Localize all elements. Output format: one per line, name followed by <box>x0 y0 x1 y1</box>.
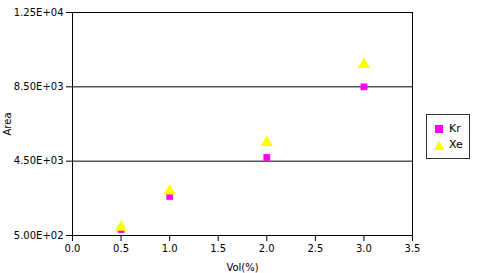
svg-text:8.50E+03: 8.50E+03 <box>14 81 64 92</box>
svg-text:0.0: 0.0 <box>65 243 81 254</box>
svg-text:1.0: 1.0 <box>162 243 178 254</box>
svg-text:4.50E+03: 4.50E+03 <box>14 155 64 166</box>
svg-text:1.25E+04: 1.25E+04 <box>14 7 64 18</box>
svg-text:Vol(%): Vol(%) <box>226 262 258 273</box>
svg-text:3.0: 3.0 <box>356 243 372 254</box>
svg-text:1.5: 1.5 <box>210 243 226 254</box>
svg-text:3.5: 3.5 <box>405 243 421 254</box>
html-text:Kr: Kr <box>449 122 461 135</box>
svg-text:5.00E+02: 5.00E+02 <box>14 230 64 241</box>
svg-text:2.5: 2.5 <box>307 243 323 254</box>
html-text:Xe: Xe <box>449 138 463 151</box>
svg-text:0.5: 0.5 <box>113 243 129 254</box>
svg-text:2.0: 2.0 <box>259 243 275 254</box>
svg-text:Area: Area <box>2 112 13 135</box>
